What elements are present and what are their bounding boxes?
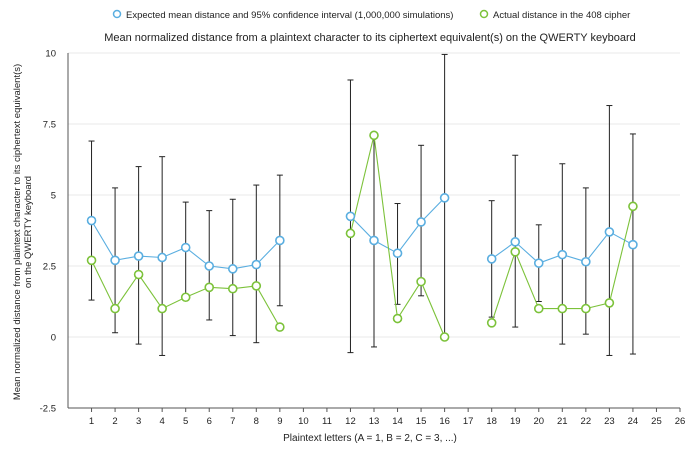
y-tick-label: 5 — [51, 191, 56, 202]
y-tick-label: 7.5 — [43, 120, 56, 131]
x-tick-label: 15 — [416, 416, 427, 427]
legend-label-expected: Expected mean distance and 95% confidenc… — [126, 10, 453, 21]
point-actual — [416, 276, 426, 287]
x-tick-label: 3 — [136, 416, 141, 427]
x-tick-label: 23 — [604, 416, 615, 427]
point-actual — [157, 303, 167, 314]
point-actual — [275, 322, 285, 332]
point-actual — [227, 283, 238, 294]
point-actual — [392, 313, 403, 324]
x-tick-label: 26 — [675, 416, 686, 427]
point-expected — [439, 193, 450, 203]
x-tick-label: 16 — [439, 416, 450, 427]
x-tick-label: 18 — [486, 416, 497, 427]
x-tick-label: 24 — [628, 416, 639, 427]
x-tick-label: 5 — [183, 416, 188, 427]
point-actual — [510, 247, 521, 257]
legend-marker-actual — [479, 9, 489, 19]
x-tick-label: 6 — [207, 416, 212, 427]
x-tick-label: 14 — [392, 416, 403, 427]
x-tick-label: 13 — [369, 416, 380, 427]
point-expected — [157, 252, 167, 263]
y-tick-label: -2.5 — [40, 404, 56, 415]
point-expected — [204, 261, 215, 271]
point-actual — [604, 298, 615, 308]
series-points — [86, 130, 638, 342]
point-actual — [628, 201, 638, 212]
x-tick-label: 21 — [557, 416, 568, 427]
point-expected — [251, 259, 262, 270]
x-tick-label: 1 — [89, 416, 94, 427]
point-actual — [180, 292, 191, 303]
x-tick-label: 25 — [651, 416, 662, 427]
x-tick-label: 2 — [112, 416, 117, 427]
x-tick-label: 11 — [322, 416, 332, 427]
y-tick-label: 2.5 — [43, 262, 56, 273]
x-tick-label: 4 — [160, 416, 165, 427]
point-actual — [439, 332, 450, 342]
point-expected — [369, 235, 379, 246]
legend-label-actual: Actual distance in the 408 cipher — [493, 10, 630, 21]
point-expected — [486, 254, 497, 264]
x-tick-label: 10 — [298, 416, 309, 427]
point-actual — [133, 269, 144, 280]
point-expected — [510, 237, 521, 247]
point-actual — [110, 303, 120, 314]
point-actual — [533, 303, 544, 314]
x-tick-label: 19 — [510, 416, 521, 427]
point-expected — [345, 211, 356, 222]
chart-title: Mean normalized distance from a plaintex… — [104, 32, 636, 44]
point-expected — [110, 255, 120, 266]
x-tick-label: 20 — [533, 416, 544, 427]
point-actual — [345, 228, 356, 239]
point-actual — [581, 303, 591, 314]
series-lines — [91, 135, 634, 338]
point-actual — [86, 255, 97, 266]
x-axis-label: Plaintext letters (A = 1, B = 2, C = 3, … — [283, 433, 457, 444]
point-actual — [369, 130, 379, 141]
point-expected — [416, 217, 426, 227]
axis-layer — [67, 53, 681, 412]
point-expected — [628, 239, 638, 250]
point-expected — [533, 258, 544, 268]
point-expected — [133, 251, 144, 261]
y-axis-label-line2: on the QWERTY keyboard — [23, 176, 34, 288]
x-tick-label: 12 — [345, 416, 356, 427]
point-expected — [392, 248, 403, 259]
point-expected — [604, 227, 615, 237]
point-expected — [581, 256, 591, 267]
y-tick-label: 10 — [45, 49, 56, 60]
point-expected — [180, 242, 191, 253]
x-tick-label: 9 — [277, 416, 282, 427]
legend-marker-expected — [112, 9, 122, 19]
y-tick-label: 0 — [51, 333, 56, 344]
x-tick-label: 22 — [581, 416, 592, 427]
point-actual — [251, 281, 262, 291]
point-actual — [204, 282, 215, 293]
x-tick-label: 7 — [230, 416, 235, 427]
y-axis-label-line1: Mean normalized distance from plaintext … — [12, 64, 23, 400]
x-tick-label: 8 — [254, 416, 259, 427]
point-expected — [227, 264, 238, 274]
x-tick-label: 17 — [463, 416, 474, 427]
point-actual — [486, 317, 497, 328]
point-expected — [557, 249, 568, 260]
point-expected — [275, 235, 285, 246]
point-actual — [557, 303, 568, 314]
legend: Expected mean distance and 95% confidenc… — [112, 9, 630, 21]
error-bars — [88, 53, 636, 356]
point-expected — [86, 215, 97, 226]
